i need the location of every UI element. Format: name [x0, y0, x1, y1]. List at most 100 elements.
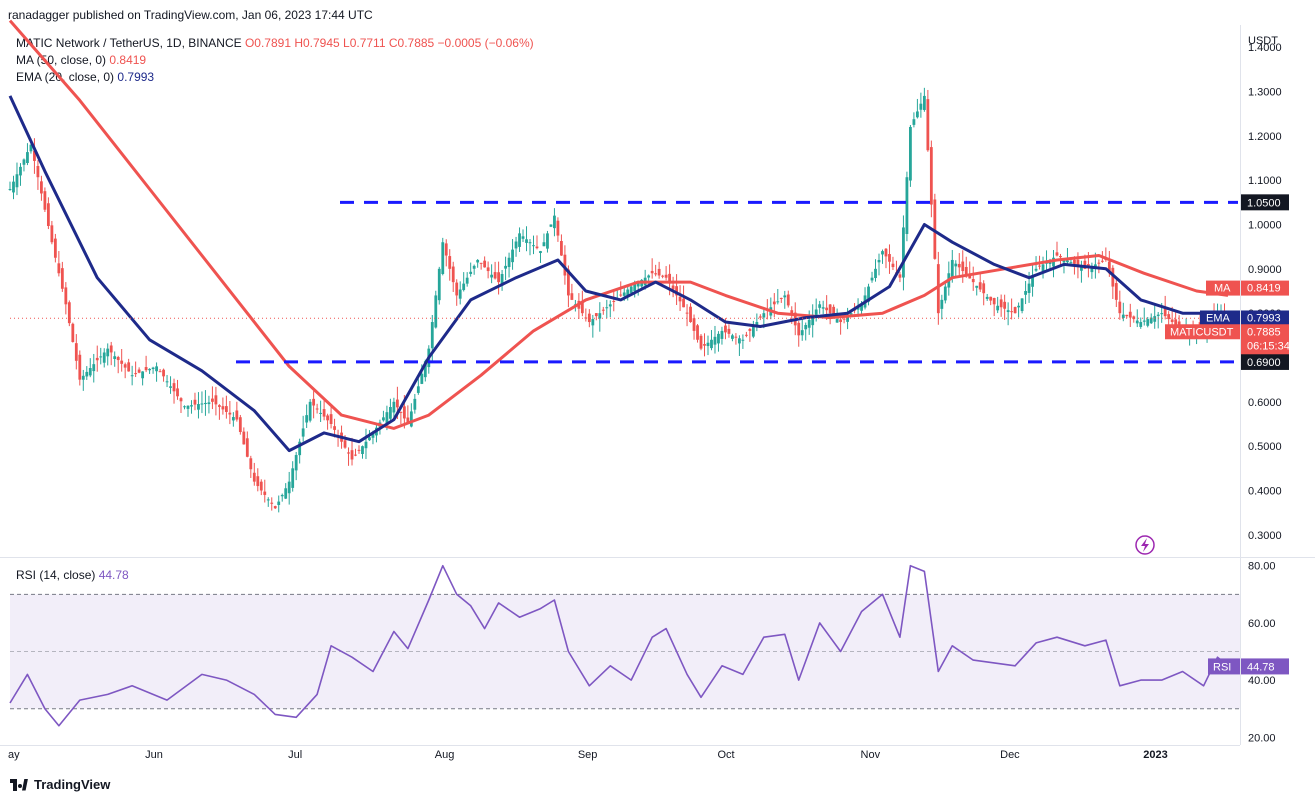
- time-tick-label: Oct: [717, 749, 734, 761]
- candle-body: [580, 302, 584, 314]
- candle-body: [266, 499, 270, 501]
- candle-body: [912, 119, 916, 125]
- candle-body: [950, 259, 954, 279]
- candle-body: [1041, 264, 1045, 272]
- rsi-name-badge: [1208, 658, 1240, 675]
- candle-body: [720, 330, 724, 339]
- candle-body: [717, 333, 720, 344]
- candle-body: [647, 275, 651, 278]
- price-tick-label: 0.6000: [1248, 397, 1282, 409]
- candle-body: [608, 304, 612, 307]
- candle-body: [539, 251, 542, 254]
- candle-body: [50, 225, 54, 243]
- candle-body: [448, 256, 452, 269]
- ma-name-badge: [1206, 280, 1240, 296]
- candle-body: [162, 369, 165, 377]
- candle-body: [874, 268, 877, 279]
- candle-body: [553, 215, 556, 229]
- candle-body: [1073, 259, 1076, 264]
- candle-body: [1059, 255, 1062, 258]
- candle-body: [594, 313, 598, 317]
- candle-body: [434, 295, 438, 328]
- candle-body: [423, 361, 427, 378]
- ma-label: MA (50, close, 0): [16, 53, 107, 67]
- candle-body: [685, 312, 689, 314]
- candle-body: [818, 304, 822, 308]
- candle-body: [469, 271, 473, 274]
- countdown-label: 06:15:34: [1247, 340, 1290, 352]
- candle-body: [458, 289, 462, 299]
- candle-body: [1076, 259, 1080, 266]
- candle-body: [19, 166, 22, 176]
- candle-body: [319, 412, 323, 414]
- lightning-icon-glyph: [1141, 538, 1149, 552]
- candle-body: [242, 431, 246, 445]
- candle-body: [158, 371, 162, 373]
- candle-body: [1149, 317, 1153, 324]
- candle-body: [518, 233, 521, 247]
- candle-body: [305, 415, 309, 423]
- candle-body: [420, 373, 424, 384]
- candle-body: [835, 319, 839, 323]
- candle-body: [479, 262, 483, 264]
- candle-body: [748, 329, 752, 331]
- price-tick-label: 1.0000: [1248, 220, 1282, 232]
- candle-body: [1006, 310, 1010, 313]
- candle-body: [570, 293, 574, 300]
- candle-body: [1066, 260, 1069, 263]
- candle-body: [287, 481, 291, 494]
- candle-body: [40, 181, 43, 194]
- candle-body: [612, 300, 616, 302]
- candle-body: [245, 438, 249, 457]
- candle-body: [277, 501, 281, 506]
- candle-body: [661, 275, 665, 277]
- candle-body: [36, 165, 40, 178]
- candle-body: [877, 259, 881, 263]
- candle-body: [214, 395, 218, 405]
- candle-body: [127, 362, 131, 372]
- price-tick-label: 1.4000: [1248, 42, 1282, 54]
- candle-body: [671, 285, 675, 290]
- candle-body: [155, 366, 158, 372]
- candle-body: [102, 352, 106, 363]
- candle-body: [961, 261, 965, 272]
- price-tick-label: 0.5000: [1248, 441, 1282, 453]
- candle-body: [762, 313, 766, 318]
- candle-body: [664, 274, 668, 278]
- candle-body: [587, 313, 591, 323]
- ema-label: EMA (20, close, 0): [16, 70, 115, 84]
- time-tick-label: ay: [8, 749, 20, 761]
- candle-body: [238, 417, 242, 432]
- candle-body: [1069, 262, 1073, 264]
- candle-body: [856, 307, 860, 310]
- candle-body: [231, 417, 235, 421]
- candle-body: [710, 339, 713, 349]
- time-tick-label: 2023: [1143, 749, 1167, 761]
- candle-body: [622, 292, 626, 296]
- ema-name-badge: [1200, 310, 1240, 326]
- candle-body: [584, 317, 588, 319]
- candle-body: [221, 406, 225, 410]
- candle-body: [821, 307, 825, 309]
- candle-body: [1153, 316, 1157, 322]
- candle-body: [619, 294, 623, 296]
- candle-body: [144, 367, 148, 371]
- rsi-tick-label: 80.00: [1248, 561, 1276, 573]
- candle-body: [546, 233, 549, 249]
- candle-body: [636, 282, 640, 287]
- candle-body: [1034, 268, 1038, 271]
- candle-body: [399, 411, 403, 413]
- candle-body: [172, 383, 176, 392]
- candle-body: [256, 476, 260, 487]
- candle-body: [891, 263, 895, 268]
- candle-body: [989, 296, 993, 301]
- candle-body: [113, 356, 117, 359]
- candle-body: [839, 319, 843, 323]
- candle-body: [525, 239, 528, 243]
- rsi-tick-label: 20.00: [1248, 732, 1276, 744]
- candle-body: [1027, 283, 1031, 293]
- candle-body: [357, 449, 361, 451]
- candle-body: [249, 458, 253, 470]
- candle-body: [884, 248, 888, 257]
